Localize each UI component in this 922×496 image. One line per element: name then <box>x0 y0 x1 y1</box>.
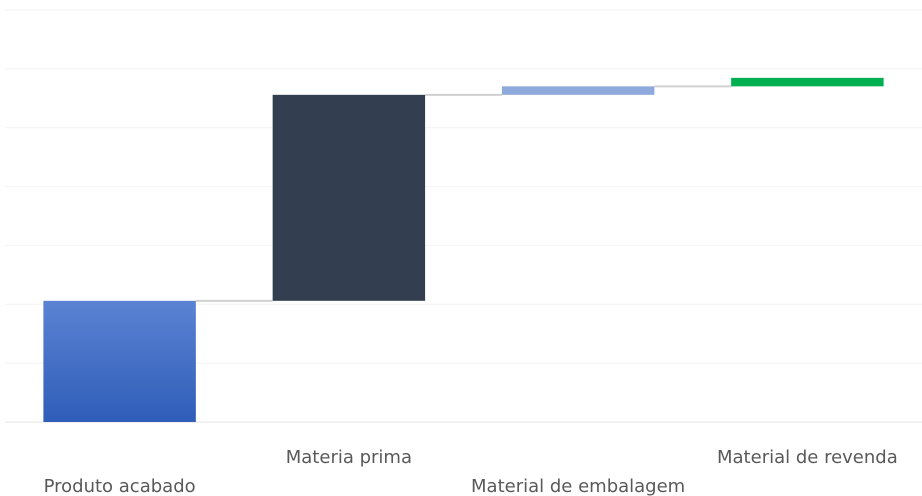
bar-materia-prima <box>272 94 426 301</box>
category-label: Material de revenda <box>717 447 898 468</box>
category-label: Materia prima <box>286 447 412 468</box>
bar-series <box>43 77 884 422</box>
bar-material-de-embalagem <box>501 86 655 95</box>
category-label: Produto acabado <box>44 476 196 496</box>
category-label: Material de embalagem <box>471 476 685 496</box>
category-labels: Produto acabado Materia prima Material de … <box>44 447 898 496</box>
connector-lines <box>195 85 732 302</box>
bar-produto-acabado <box>43 300 196 422</box>
bar-material-de-revenda <box>731 77 884 87</box>
